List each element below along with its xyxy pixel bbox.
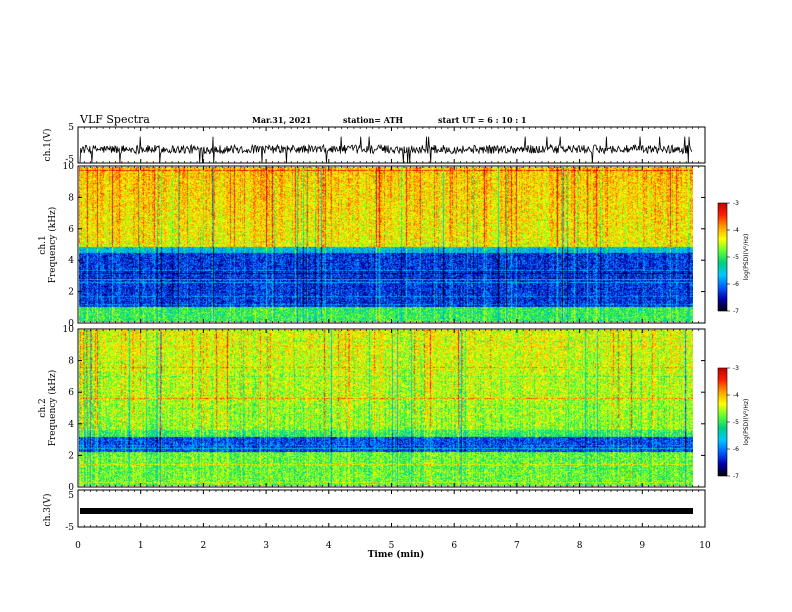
ch2-spectrogram-ylabel-frequency: Frequency (kHz) xyxy=(47,370,58,447)
colorbar-1-tick-label: -7 xyxy=(733,308,739,315)
colorbar-1-tick-label: -6 xyxy=(733,281,739,288)
colorbar-2-label: log(PSD)(V²/Hz) xyxy=(743,399,750,446)
date-label: Mar.31, 2021 xyxy=(252,115,311,125)
ch1-spectrogram-ytick-label: 2 xyxy=(68,288,74,298)
colorbar-1-ticks: -3 -4 -5 -6 -7 xyxy=(727,200,739,315)
ch2-spectrogram-panel: 0 2 4 6 8 10 ch.2 Frequency (kHz) xyxy=(38,325,706,493)
ch1-spectrogram-ticks xyxy=(77,166,706,323)
figure-title: VLF Spectra xyxy=(79,113,150,126)
x-tick-label: 9 xyxy=(639,541,645,551)
ch1-spectrogram-image xyxy=(79,167,693,322)
ch1-ytick-bottom: -5 xyxy=(65,155,74,165)
x-tick-label: 4 xyxy=(326,541,332,551)
x-tick-label: 8 xyxy=(577,541,583,551)
x-tick-label: 0 xyxy=(75,541,81,551)
x-tick-label: 6 xyxy=(451,541,457,551)
ch2-spectrogram-canvas-holder xyxy=(79,330,693,486)
ch2-spectrogram-yticklabels: 0 2 4 6 8 10 xyxy=(63,325,705,493)
colorbar-1-scale xyxy=(717,202,728,312)
ch2-spectrogram-ytick-label: 4 xyxy=(68,420,74,430)
colorbar-2-ticks: -3 -4 -5 -6 -7 xyxy=(727,365,739,480)
ch1-spectrogram-ytick-label: 8 xyxy=(68,193,74,203)
ch2-spectrogram-ytick-label: 10 xyxy=(63,325,75,335)
colorbar-2-tick-label: -3 xyxy=(733,365,739,372)
ch2-spectrogram-ytick-label: 2 xyxy=(68,451,74,461)
ch3-waveform-ylabel: ch.3(V) xyxy=(42,494,53,527)
colorbar-1-tick-label: -4 xyxy=(733,227,739,234)
ch3-waveform-panel: 5 -5 ch.3(V) xyxy=(42,489,706,533)
colorbar-2-tick-label: -4 xyxy=(733,392,739,399)
ch1-spectrogram-ytick-label: 6 xyxy=(68,225,74,235)
ch1-spectrogram-ytick-label: 10 xyxy=(63,162,75,172)
ch1-spectrogram-ylabel-frequency: Frequency (kHz) xyxy=(47,207,58,284)
colorbar-1-tick-label: -3 xyxy=(733,200,739,207)
ch3-ytick-bottom: -5 xyxy=(65,523,74,533)
ch1-spectrogram-ytick-label: 0 xyxy=(68,319,74,329)
ch2-spectrogram-image xyxy=(79,330,693,486)
ch2-spectrogram-ylabel-channel: ch.2 xyxy=(38,398,48,417)
ch3-waveform-line xyxy=(80,508,693,514)
ch1-spectrogram-yticklabels: 0 2 4 6 8 10 xyxy=(63,162,705,329)
x-tick-label: 5 xyxy=(389,541,395,551)
x-tick-label: 3 xyxy=(263,541,269,551)
x-axis-tick-labels: 0 1 2 3 4 5 6 7 8 9 10 xyxy=(75,541,711,551)
ch1-spectrogram-ylabel-channel: ch.1 xyxy=(38,235,48,254)
colorbar-2: -3 -4 -5 -6 -7 log(PSD)(V²/Hz) xyxy=(717,365,750,480)
ch1-waveform-ylabel: ch.1(V) xyxy=(42,129,53,162)
ch2-spectrogram-ticks xyxy=(77,329,706,487)
ch1-waveform-ticks xyxy=(77,127,706,163)
ch1-waveform-line xyxy=(79,136,693,164)
x-tick-label: 1 xyxy=(138,541,144,551)
ch3-waveform-ticks xyxy=(77,490,706,527)
ch2-spectrogram-ytick-label: 6 xyxy=(68,388,74,398)
colorbar-2-tick-label: -7 xyxy=(733,473,739,480)
ch1-ytick-top: 5 xyxy=(68,123,74,133)
colorbar-1-label: log(PSD)(V²/Hz) xyxy=(743,234,750,281)
colorbar-2-tick-label: -5 xyxy=(733,419,739,426)
x-tick-label: 7 xyxy=(514,541,520,551)
ch2-spectrogram-ytick-label: 0 xyxy=(68,483,74,493)
ch3-ytick-top: 5 xyxy=(68,491,74,501)
ch1-spectrogram-canvas-holder xyxy=(79,167,693,322)
colorbar-1: -3 -4 -5 -6 -7 log(PSD)(V²/Hz) xyxy=(717,200,750,315)
colorbar-2-scale xyxy=(717,367,728,477)
ch1-waveform-panel: 5 -5 ch.1(V) xyxy=(42,123,706,165)
x-axis-label: Time (min) xyxy=(368,549,425,560)
ch1-spectrogram-panel: 0 2 4 6 8 10 ch.1 Frequency (kHz) xyxy=(38,162,706,329)
station-label: station= ATH xyxy=(343,115,403,125)
colorbar-1-tick-label: -5 xyxy=(733,254,739,261)
start-time-label: start UT = 6 : 10 : 1 xyxy=(438,115,527,125)
colorbar-2-tick-label: -6 xyxy=(733,446,739,453)
x-tick-label: 10 xyxy=(699,541,711,551)
ch1-waveform-frame xyxy=(77,126,706,164)
ch2-spectrogram-ytick-label: 8 xyxy=(68,357,74,367)
x-tick-label: 2 xyxy=(201,541,207,551)
ch1-spectrogram-ytick-label: 4 xyxy=(68,256,74,266)
